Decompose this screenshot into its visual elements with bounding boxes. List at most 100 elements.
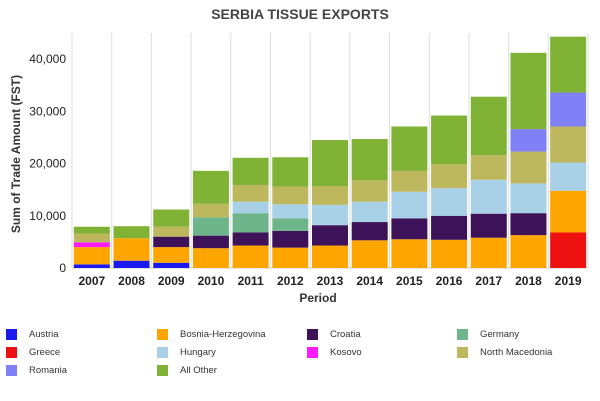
legend-label: Kosovo bbox=[330, 346, 362, 358]
y-axis-title: Sum of Trade Amount (FST) bbox=[9, 75, 23, 233]
y-tick-label: 20,000 bbox=[29, 157, 66, 171]
x-tick-label: 2016 bbox=[436, 274, 463, 288]
bar-segment bbox=[192, 217, 229, 236]
x-tick-label: 2007 bbox=[78, 274, 105, 288]
bar-segment bbox=[232, 232, 269, 246]
bar-segment bbox=[192, 235, 229, 249]
legend-swatch bbox=[307, 328, 318, 340]
legend-item[interactable]: North Macedonia bbox=[457, 345, 552, 359]
bar-segment bbox=[113, 226, 150, 239]
legend: Austria Bosnia-Herzegovina Croatia Germany G… bbox=[0, 322, 600, 382]
y-tick-label: 30,000 bbox=[29, 104, 66, 118]
legend-label: Croatia bbox=[330, 328, 361, 340]
bar-segment bbox=[391, 170, 428, 192]
x-axis-title: Period bbox=[299, 291, 336, 305]
bar-segment bbox=[153, 247, 190, 263]
x-tick-label: 2019 bbox=[555, 274, 582, 288]
legend-label: Romania bbox=[29, 364, 68, 376]
legend-item[interactable]: Hungary bbox=[157, 345, 216, 359]
bar-segment bbox=[351, 180, 388, 202]
legend-label: Hungary bbox=[180, 346, 216, 358]
y-tick-label: 40,000 bbox=[29, 52, 66, 66]
bar-segment bbox=[351, 240, 388, 268]
x-axis-ticks: 2007 2008 2009 2010 2011 2012 2013 2014 2015 2016… bbox=[78, 274, 581, 288]
bar-segment bbox=[470, 96, 507, 156]
bar-segment bbox=[431, 164, 468, 189]
bar-segment bbox=[113, 260, 150, 268]
x-tick-label: 2013 bbox=[317, 274, 344, 288]
bar-segment bbox=[550, 162, 587, 191]
bar-segment bbox=[510, 151, 547, 184]
bar-segment bbox=[351, 139, 388, 181]
bar-segment bbox=[470, 237, 507, 268]
bar-segment bbox=[232, 245, 269, 268]
legend-item[interactable]: Germany bbox=[457, 327, 519, 341]
bar-segment bbox=[470, 155, 507, 180]
bar-segment bbox=[510, 235, 547, 268]
legend-item[interactable]: Bosnia-Herzegovina bbox=[157, 327, 266, 341]
bar-segment bbox=[312, 204, 348, 226]
bar-segment bbox=[153, 262, 190, 268]
bar-segment bbox=[113, 238, 150, 261]
legend-swatch bbox=[157, 328, 168, 340]
bar-segment bbox=[73, 226, 110, 234]
x-tick-label: 2018 bbox=[515, 274, 542, 288]
legend-label: Bosnia-Herzegovina bbox=[180, 328, 266, 340]
bar-segment bbox=[232, 184, 269, 202]
legend-item[interactable]: Kosovo bbox=[307, 345, 362, 359]
x-tick-label: 2008 bbox=[118, 274, 145, 288]
bar-segment bbox=[510, 183, 547, 214]
legend-item[interactable]: Austria bbox=[6, 327, 59, 341]
bar-segment bbox=[272, 186, 309, 205]
x-tick-label: 2011 bbox=[238, 274, 264, 288]
legend-swatch bbox=[157, 364, 168, 376]
bar-segment bbox=[312, 140, 348, 187]
bar-segment bbox=[272, 157, 309, 187]
bar-segment bbox=[550, 190, 587, 233]
bar-segment bbox=[312, 186, 348, 205]
bar-segment bbox=[550, 36, 587, 93]
bar-segment bbox=[351, 222, 388, 241]
legend-label: All Other bbox=[180, 364, 217, 376]
legend-item[interactable]: Croatia bbox=[307, 327, 361, 341]
bar-segment bbox=[153, 226, 190, 237]
bar-segment bbox=[312, 245, 348, 268]
bar-segment bbox=[153, 209, 190, 227]
bar-segment bbox=[272, 204, 309, 219]
bar-segment bbox=[192, 170, 229, 204]
bar-segment bbox=[192, 248, 229, 268]
legend-swatch bbox=[6, 328, 17, 340]
bar-segment bbox=[312, 225, 348, 246]
y-tick-label: 0 bbox=[59, 261, 66, 275]
bar-segment bbox=[470, 213, 507, 238]
bar-segment bbox=[431, 188, 468, 216]
legend-label: Greece bbox=[29, 346, 61, 358]
bar-segment bbox=[351, 201, 388, 223]
legend-item[interactable]: Romania bbox=[6, 363, 67, 377]
chart-title: SERBIA TISSUE EXPORTS bbox=[211, 6, 389, 22]
bar-segment bbox=[550, 232, 587, 268]
bar-segment bbox=[391, 239, 428, 268]
bar-segment bbox=[153, 236, 190, 248]
legend-label: North Macedonia bbox=[480, 346, 553, 358]
bar-segment bbox=[470, 179, 507, 214]
bar-segment bbox=[391, 126, 428, 171]
bar-segment bbox=[391, 218, 428, 240]
legend-swatch bbox=[157, 346, 168, 358]
bar-segment bbox=[272, 230, 309, 248]
legend-item[interactable]: All Other bbox=[157, 363, 217, 377]
bar-segment bbox=[272, 218, 309, 231]
bar-segment bbox=[232, 213, 269, 233]
legend-swatch bbox=[457, 346, 468, 358]
x-tick-label: 2014 bbox=[356, 274, 383, 288]
bar-segment bbox=[192, 203, 229, 218]
legend-item[interactable]: Greece bbox=[6, 345, 60, 359]
bar-segment bbox=[431, 215, 468, 240]
bar-segment bbox=[510, 129, 547, 152]
x-tick-label: 2012 bbox=[277, 274, 304, 288]
legend-label: Austria bbox=[29, 328, 59, 340]
bar-segment bbox=[431, 115, 468, 165]
legend-swatch bbox=[457, 328, 468, 340]
x-tick-label: 2017 bbox=[475, 274, 502, 288]
